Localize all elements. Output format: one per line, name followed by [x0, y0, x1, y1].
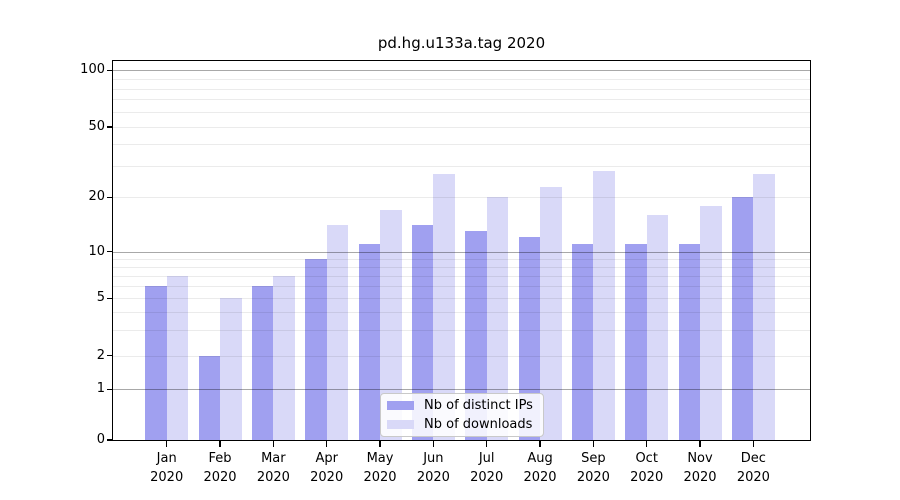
- xtick-mark-oct: [646, 441, 648, 447]
- xtick-label-aug: Aug 2020: [523, 451, 557, 485]
- xtick-label-sep: Sep 2020: [576, 451, 610, 485]
- xtick-mark-nov: [699, 441, 701, 447]
- ytick-label-2: 2: [96, 347, 105, 363]
- gridline-minor-50: [113, 127, 810, 128]
- gridline-minor-80: [113, 88, 810, 90]
- ytick-mark-20: [106, 196, 113, 198]
- ytick-label-5: 5: [96, 290, 105, 306]
- legend-label-downloads: Nb of downloads: [424, 417, 533, 432]
- bar-downloads-jun: [433, 174, 455, 440]
- gridline-minor-90: [113, 78, 810, 80]
- xtick-label-oct: Oct 2020: [630, 451, 664, 485]
- bar-downloads-aug: [540, 186, 562, 440]
- bar-downloads-nov: [700, 205, 722, 440]
- bar-ips-dec: [731, 197, 754, 440]
- ytick-mark-10: [106, 251, 113, 253]
- ytick-mark-50: [106, 126, 113, 128]
- ytick-label-20: 20: [88, 189, 105, 205]
- bar-downloads-feb: [220, 298, 242, 440]
- xtick-mark-aug: [539, 441, 541, 447]
- bar-downloads-apr: [326, 225, 349, 440]
- ytick-label-0: 0: [96, 432, 105, 447]
- gridline-minor-9: [113, 258, 810, 260]
- bar-downloads-may: [380, 210, 402, 440]
- bar-downloads-mar: [273, 275, 295, 440]
- xtick-label-jun: Jun 2020: [416, 451, 450, 485]
- bar-downloads-jul: [486, 197, 509, 440]
- xtick-mark-mar: [272, 441, 274, 447]
- ytick-label-50: 50: [88, 119, 105, 134]
- gridline-minor-40: [113, 144, 810, 146]
- plot-area: [113, 61, 810, 440]
- grid-layer: [113, 61, 810, 440]
- ytick-mark-1: [106, 388, 113, 390]
- xtick-label-nov: Nov 2020: [683, 451, 717, 485]
- gridline-minor-6: [113, 286, 810, 288]
- gridline-minor-70: [113, 99, 810, 101]
- gridline-minor-5: [113, 298, 810, 300]
- legend: Nb of distinct IPs Nb of downloads: [380, 393, 544, 437]
- gridline-major-100: [113, 70, 810, 72]
- bar-downloads-dec: [753, 174, 775, 440]
- gridline-major-10: [113, 251, 810, 253]
- bar-ips-jan: [145, 286, 167, 440]
- xtick-mark-sep: [592, 441, 594, 447]
- ytick-mark-2: [106, 355, 113, 357]
- gridline-minor-2: [113, 355, 810, 357]
- gridline-minor-60: [113, 112, 810, 114]
- bar-ips-aug: [518, 237, 541, 440]
- xtick-label-jul: Jul 2020: [470, 451, 504, 485]
- bar-ips-jul: [465, 231, 487, 440]
- legend-item-distinct-ips: Nb of distinct IPs: [387, 398, 543, 413]
- bar-downloads-oct: [646, 214, 669, 440]
- ytick-mark-0: [106, 439, 113, 441]
- xtick-mark-jun: [432, 441, 434, 447]
- xtick-mark-jan: [166, 441, 168, 447]
- xtick-label-dec: Dec 2020: [736, 451, 770, 485]
- gridline-minor-30: [113, 166, 810, 168]
- xtick-mark-feb: [219, 441, 221, 447]
- legend-label-distinct-ips: Nb of distinct IPs: [424, 398, 533, 413]
- gridline-major-1: [113, 389, 810, 391]
- xtick-label-jan: Jan 2020: [150, 451, 184, 485]
- chart-title: pd.hg.u133a.tag 2020: [377, 34, 546, 52]
- ytick-mark-100: [106, 69, 113, 71]
- xtick-mark-jul: [486, 441, 488, 447]
- ytick-mark-5: [106, 297, 113, 299]
- ytick-label-10: 10: [88, 243, 105, 259]
- xtick-mark-apr: [326, 441, 328, 447]
- gridline-minor-20: [113, 197, 810, 199]
- xtick-label-mar: Mar 2020: [256, 451, 290, 485]
- bar-downloads-sep: [593, 171, 615, 440]
- xtick-mark-may: [379, 441, 381, 447]
- legend-swatch-distinct-ips: [387, 401, 414, 410]
- legend-item-downloads: Nb of downloads: [387, 417, 543, 432]
- xtick-mark-dec: [752, 441, 754, 447]
- xtick-label-feb: Feb 2020: [203, 451, 237, 485]
- gridline-minor-3: [113, 330, 810, 332]
- gridline-minor-7: [113, 275, 810, 277]
- xtick-label-apr: Apr 2020: [310, 451, 344, 485]
- gridline-minor-8: [113, 266, 810, 268]
- bar-ips-oct: [625, 244, 647, 440]
- bar-ips-mar: [251, 286, 274, 440]
- ytick-label-1: 1: [96, 381, 105, 397]
- bar-ips-nov: [678, 244, 701, 440]
- gridline-minor-4: [113, 312, 810, 314]
- bar-ips-sep: [571, 244, 594, 440]
- xtick-label-may: May 2020: [363, 451, 397, 485]
- ytick-label-100: 100: [80, 62, 105, 78]
- bar-ips-may: [358, 244, 381, 440]
- bar-downloads-jan: [166, 275, 189, 440]
- legend-swatch-downloads: [387, 420, 414, 429]
- bar-ips-jun: [411, 225, 434, 440]
- bar-ips-apr: [305, 258, 327, 440]
- bar-ips-feb: [198, 355, 221, 440]
